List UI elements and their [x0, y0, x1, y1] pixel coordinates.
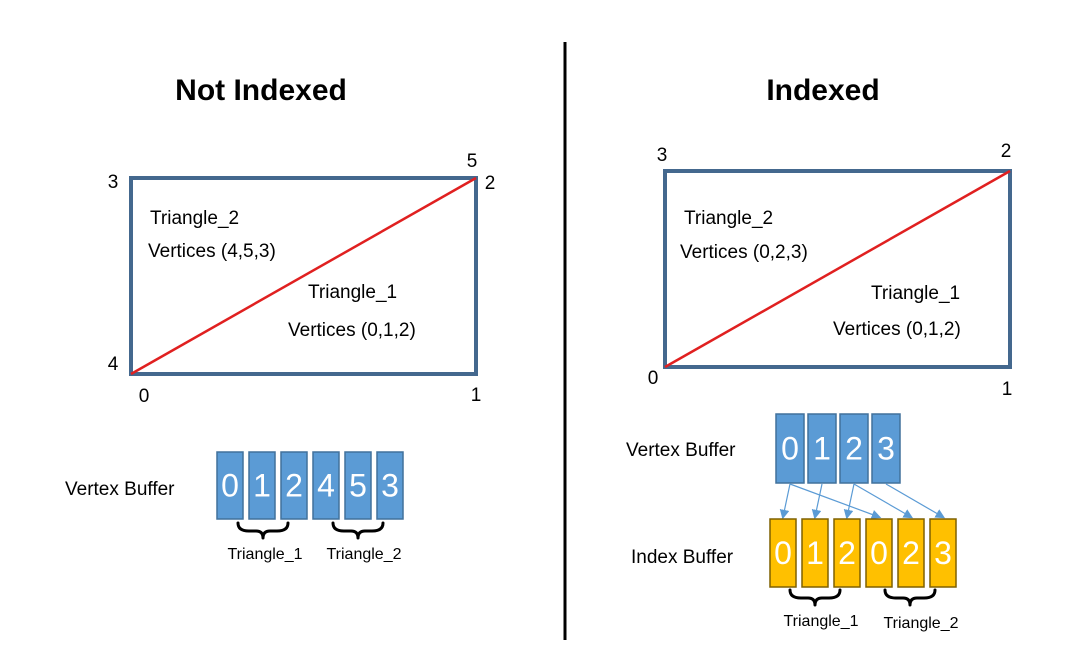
- right-triangle-2-brace: [883, 588, 937, 607]
- index-arrow: [885, 483, 946, 519]
- left-triangle-2-name: Triangle_2: [150, 208, 239, 229]
- left-corner-label-5: 5: [467, 151, 478, 172]
- left-triangle-1-name: Triangle_1: [308, 282, 397, 303]
- left-diagonal-edge: [130, 176, 477, 376]
- left-vertex-buffer-cell-value: 0: [221, 468, 239, 504]
- right-index-buffer-cell-value: 0: [870, 535, 888, 571]
- right-index-buffer-cell-value: 2: [838, 535, 856, 571]
- right-index-buffer-label: Index Buffer: [631, 547, 734, 568]
- right-corner-label-0: 0: [648, 368, 659, 389]
- right-index-buffer-cell-box: [929, 518, 957, 588]
- left-triangle-1-vertices: Vertices (0,1,2): [288, 320, 416, 341]
- left-vertex-buffer-cell-box: [216, 451, 244, 520]
- left-vertex-buffer-cell-box: [280, 451, 308, 520]
- left-triangle-2-brace: [331, 521, 385, 540]
- left-vertex-buffer-cell-box: [376, 451, 404, 520]
- right-vertex-buffer-cell-value: 3: [877, 431, 895, 467]
- right-triangle-2-group-label: Triangle_2: [883, 615, 958, 632]
- right-corner-label-2: 2: [1001, 141, 1012, 162]
- left-triangle-1-group-label: Triangle_1: [227, 546, 302, 563]
- left-vertex-buffer-cell-value: 1: [253, 468, 271, 504]
- left-triangle-2-group-label: Triangle_2: [326, 546, 401, 563]
- indexed-title: Indexed: [766, 74, 879, 107]
- index-arrow: [843, 483, 855, 520]
- index-arrow: [789, 483, 882, 519]
- index-arrows: [779, 483, 946, 520]
- left-corner-label-2: 2: [485, 173, 496, 194]
- index-arrow: [779, 483, 791, 520]
- not-indexed-title: Not Indexed: [175, 74, 347, 107]
- right-index-buffer-cell-value: 3: [934, 535, 952, 571]
- right-index-buffer-cell-box: [769, 518, 797, 588]
- right-index-buffer-cell-value: 1: [806, 535, 824, 571]
- right-index-buffer-cell-box: [801, 518, 829, 588]
- left-corner-label-4: 4: [108, 354, 119, 375]
- right-index-buffer-cell-box: [865, 518, 893, 588]
- right-quad-rectangle: [663, 169, 1012, 369]
- right-index-buffer-cell-box: [833, 518, 861, 588]
- left-corner-label-1: 1: [471, 385, 482, 406]
- right-triangle-1-brace: [788, 588, 842, 607]
- left-vertex-buffer-label: Vertex Buffer: [65, 479, 175, 500]
- left-vertex-buffer-cell-box: [344, 451, 372, 520]
- right-vertex-buffer-cell-box: [839, 413, 869, 484]
- right-vertex-buffer-cell-box: [807, 413, 837, 484]
- right-vertex-buffer-cell-value: 1: [813, 431, 831, 467]
- right-triangle-1-vertices: Vertices (0,1,2): [833, 319, 961, 340]
- left-vertex-buffer-cell-box: [248, 451, 276, 520]
- left-vertex-buffer-cell-value: 4: [317, 468, 335, 504]
- right-triangle-2-vertices: Vertices (0,2,3): [680, 242, 808, 263]
- left-vertex-buffer-cell-value: 5: [349, 468, 367, 504]
- right-vertex-buffer-label: Vertex Buffer: [626, 440, 736, 461]
- left-quad-rectangle: [129, 176, 478, 376]
- right-corner-label-3: 3: [657, 145, 668, 166]
- right-index-buffer-cell-value: 0: [774, 535, 792, 571]
- right-triangle-1-group-label: Triangle_1: [783, 613, 858, 630]
- right-vertex-buffer-cell-box: [871, 413, 901, 484]
- index-arrow: [853, 483, 914, 519]
- left-vertex-buffer-cell-box: [312, 451, 340, 520]
- indexed-panel: Indexed 3 2 0 1 Triangle_2 Vertices (0,2…: [626, 74, 1012, 632]
- right-corner-label-1: 1: [1002, 379, 1013, 400]
- right-index-buffer-cell-box: [897, 518, 925, 588]
- left-vertex-buffer-cell-value: 3: [381, 468, 399, 504]
- right-triangle-2-name: Triangle_2: [684, 208, 773, 229]
- right-vertex-buffer-cell-box: [775, 413, 805, 484]
- right-diagonal-edge: [664, 169, 1011, 369]
- not-indexed-panel: Not Indexed 3 5 2 4 0 1 Triangle_2 Verti…: [65, 74, 495, 563]
- left-corner-label-3: 3: [108, 172, 119, 193]
- left-corner-label-0: 0: [139, 386, 150, 407]
- left-triangle-1-brace: [236, 521, 290, 540]
- right-triangle-1-name: Triangle_1: [871, 283, 960, 304]
- left-vertex-buffer-cell-value: 2: [285, 468, 303, 504]
- index-arrow: [811, 483, 823, 520]
- left-triangle-2-vertices: Vertices (4,5,3): [148, 241, 276, 262]
- right-vertex-buffer-cell-value: 0: [781, 431, 799, 467]
- right-vertex-buffer-cell-value: 2: [845, 431, 863, 467]
- right-index-buffer-cell-value: 2: [902, 535, 920, 571]
